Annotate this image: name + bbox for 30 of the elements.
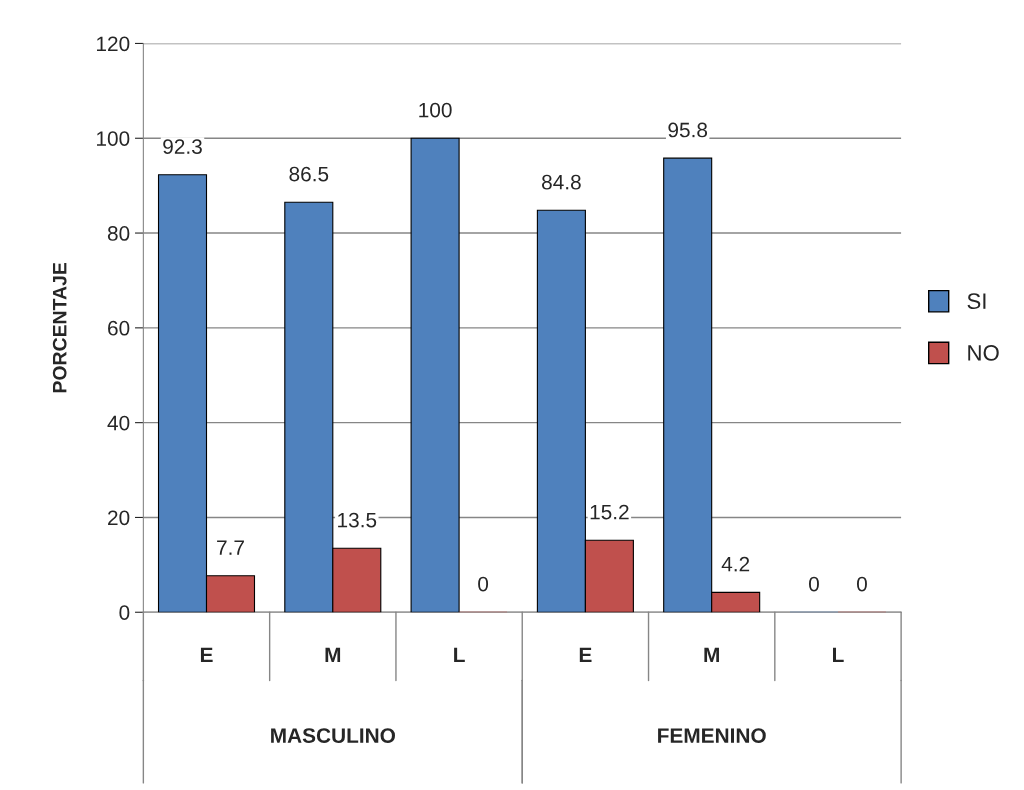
y-tick-label: 100 — [97, 131, 130, 146]
legend-label: SI — [967, 293, 986, 310]
data-label: 4.2 — [721, 556, 750, 572]
data-label: 84.8 — [542, 174, 581, 190]
y-axis-title: PORCENTAJE — [52, 262, 67, 393]
data-label: 0 — [856, 576, 867, 592]
data-label: 7.7 — [217, 540, 244, 555]
y-tick-label: 80 — [107, 226, 130, 241]
data-label: 13.5 — [338, 512, 377, 528]
x-tick-label: E — [579, 647, 592, 663]
data-label: 0 — [478, 576, 489, 592]
text: FEMENINO — [658, 728, 766, 743]
y-tick-label: 20 — [108, 510, 130, 526]
y-tick-label: 40 — [107, 415, 130, 431]
x-tick-label: L — [833, 647, 844, 663]
x-tick-label: M — [704, 647, 719, 663]
data-label: 100 — [419, 102, 452, 118]
data-label: 92.3 — [163, 139, 202, 154]
data-label: 0 — [809, 576, 819, 592]
y-tick-label: 0 — [119, 605, 130, 620]
legend-label: NO — [968, 345, 999, 361]
x-tick-label: M — [325, 647, 341, 663]
x-tick-label: E — [200, 647, 213, 663]
text: MASCULINO — [271, 728, 395, 743]
x-tick-label: L — [454, 647, 465, 663]
data-label: 15.2 — [590, 504, 629, 520]
data-label: 95.8 — [668, 122, 708, 138]
data-label: 86.5 — [289, 166, 329, 182]
y-tick-label: 120 — [97, 36, 130, 52]
y-tick-label: 60 — [108, 320, 130, 336]
